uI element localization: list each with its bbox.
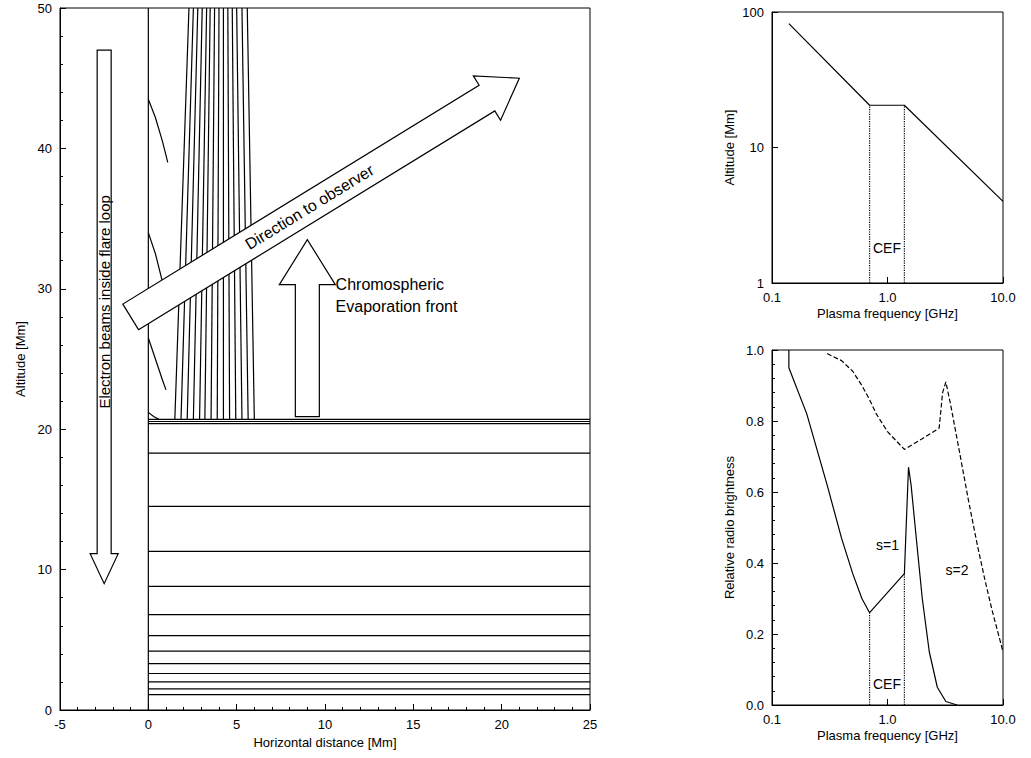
svg-text:40: 40 [38,141,52,156]
svg-text:s=2: s=2 [946,562,969,578]
svg-text:10: 10 [318,717,332,732]
svg-text:5: 5 [233,717,240,732]
svg-text:Relative radio brightness: Relative radio brightness [722,455,737,599]
svg-text:Plasma frequency [GHz]: Plasma frequency [GHz] [817,306,958,321]
svg-text:CEF: CEF [873,240,901,256]
svg-text:-5: -5 [54,717,66,732]
svg-text:Electron beams inside flare lo: Electron beams inside flare loop [96,195,113,408]
svg-text:0.4: 0.4 [746,556,764,571]
svg-text:Plasma frequency [GHz]: Plasma frequency [GHz] [817,728,958,743]
svg-text:10.0: 10.0 [990,290,1015,305]
svg-text:s=1: s=1 [876,537,899,553]
svg-text:1.0: 1.0 [878,712,896,727]
svg-text:CEF: CEF [873,676,901,692]
svg-text:10.0: 10.0 [990,712,1015,727]
svg-text:Direction to observer: Direction to observer [242,161,377,253]
svg-text:100: 100 [742,5,764,20]
svg-text:0: 0 [145,717,152,732]
svg-text:0.6: 0.6 [746,485,764,500]
svg-text:Horizontal distance [Mm]: Horizontal distance [Mm] [253,735,396,750]
svg-text:0: 0 [45,703,52,718]
svg-text:Altitude [Mm]: Altitude [Mm] [13,321,28,397]
svg-text:0.1: 0.1 [763,712,781,727]
svg-text:20: 20 [494,717,508,732]
svg-text:0.0: 0.0 [746,698,764,713]
svg-text:50: 50 [38,1,52,16]
svg-text:10: 10 [750,140,764,155]
svg-text:0.2: 0.2 [746,627,764,642]
svg-text:0.8: 0.8 [746,414,764,429]
svg-text:0.1: 0.1 [763,290,781,305]
svg-text:15: 15 [406,717,420,732]
svg-text:Altitude [Mm]: Altitude [Mm] [722,110,737,186]
svg-text:20: 20 [38,422,52,437]
svg-text:25: 25 [583,717,597,732]
svg-text:30: 30 [38,281,52,296]
svg-text:Evaporation front: Evaporation front [336,298,458,315]
svg-text:10: 10 [38,562,52,577]
svg-text:1.0: 1.0 [746,343,764,358]
svg-text:1: 1 [757,276,764,291]
svg-text:1.0: 1.0 [878,290,896,305]
svg-text:Chromospheric: Chromospheric [336,276,444,293]
